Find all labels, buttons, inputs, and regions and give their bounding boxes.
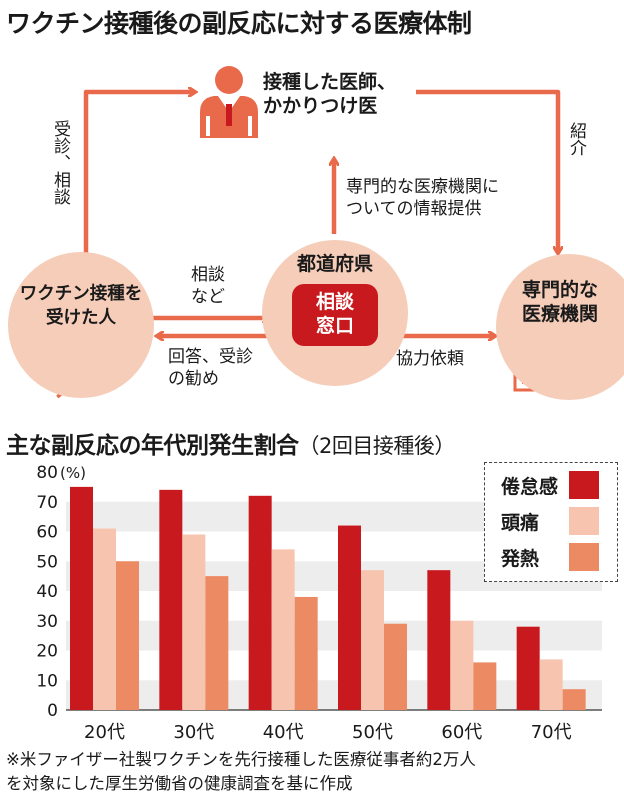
- bar: [116, 561, 139, 710]
- bar: [450, 620, 474, 710]
- legend-swatch: [569, 543, 599, 571]
- y-tick-label: 50: [36, 552, 58, 572]
- legend-item: 頭痛: [501, 507, 599, 535]
- x-tick-label: 30代: [173, 722, 214, 743]
- y-tick-label: 60: [36, 523, 58, 543]
- prefecture-node-label: 都道府県: [296, 253, 373, 275]
- edge-label-prefecture-to-recipient: 回答、受診 の勧め: [168, 347, 253, 389]
- x-tick-label: 60代: [441, 722, 482, 743]
- consultation-window-node: 相談 窓口: [292, 284, 378, 346]
- recipient-node: [8, 252, 154, 398]
- y-tick-label: 40: [36, 582, 58, 602]
- bar: [159, 489, 183, 710]
- doctor-node-label: 接種した医師、 かかりつけ医: [263, 71, 397, 117]
- chart-subtitle: （2回目接種後）: [298, 434, 456, 458]
- edge-label-recipient-to-prefecture: 相談 など: [191, 265, 225, 307]
- bar: [427, 570, 451, 710]
- x-tick-label: 40代: [263, 722, 304, 743]
- bar: [473, 662, 497, 710]
- chart-legend: 倦怠感 頭痛 発熱: [484, 462, 618, 582]
- edge-label-prefecture-to-doctor: 専門的な医療機関に ついての情報提供: [346, 177, 499, 219]
- edge-label-recipient-to-doctor: 受診、相談: [50, 120, 70, 205]
- specialist-node-label: 専門的な 医療機関: [521, 279, 598, 325]
- bar: [93, 528, 116, 710]
- legend-swatch: [569, 471, 599, 499]
- chart-footnote: ※米ファイザー社製ワクチンを先行接種した医療従事者約2万人 を対象にした厚生労働…: [6, 750, 476, 793]
- arrow-doctor-to-specialist: [416, 89, 558, 252]
- chart-title: 主な副反応の年代別発生割合（2回目接種後）: [6, 426, 455, 460]
- y-tick-label: 10: [36, 671, 58, 691]
- chart-title-main: 主な副反応の年代別発生割合: [6, 433, 299, 459]
- edge-label-prefecture-to-specialist: 協力依頼: [396, 349, 464, 369]
- bar: [361, 570, 384, 710]
- bar: [294, 596, 318, 710]
- bar: [338, 525, 361, 710]
- specialist-node: [496, 254, 624, 400]
- grid-band: [66, 680, 602, 710]
- bar: [70, 486, 93, 710]
- bar: [384, 623, 407, 710]
- recipient-node-label: ワクチン接種を 受けた人: [19, 284, 143, 328]
- doctor-icon: [200, 66, 258, 138]
- x-tick-label: 70代: [531, 722, 572, 743]
- x-tick-label: 50代: [352, 722, 393, 743]
- bar: [271, 549, 295, 710]
- bar: [205, 576, 229, 710]
- edge-label-doctor-to-specialist: 紹介: [566, 122, 586, 156]
- bar: [182, 534, 206, 710]
- legend-swatch: [569, 507, 599, 535]
- y-tick-label: 30: [36, 612, 58, 632]
- y-tick-label: 20: [36, 642, 58, 662]
- bar: [562, 689, 586, 710]
- grid-band: [66, 620, 602, 651]
- y-tick-label: 70: [36, 493, 58, 513]
- y-tick-label: 80: [36, 463, 58, 483]
- arrow-recipient-to-doctor: [83, 92, 194, 258]
- legend-item: 倦怠感: [501, 471, 599, 499]
- y-axis-unit: (%): [60, 464, 86, 482]
- diagram-title: ワクチン接種後の副反応に対する医療体制: [6, 9, 472, 38]
- legend-label: 倦怠感: [501, 475, 559, 498]
- bar: [539, 659, 563, 710]
- legend-item: 発熱: [501, 543, 599, 571]
- y-tick-label: 0: [47, 701, 58, 721]
- legend-label: 発熱: [501, 547, 540, 570]
- bar: [516, 626, 540, 710]
- bar: [248, 495, 272, 710]
- legend-label: 頭痛: [501, 511, 540, 534]
- x-tick-label: 20代: [84, 722, 125, 743]
